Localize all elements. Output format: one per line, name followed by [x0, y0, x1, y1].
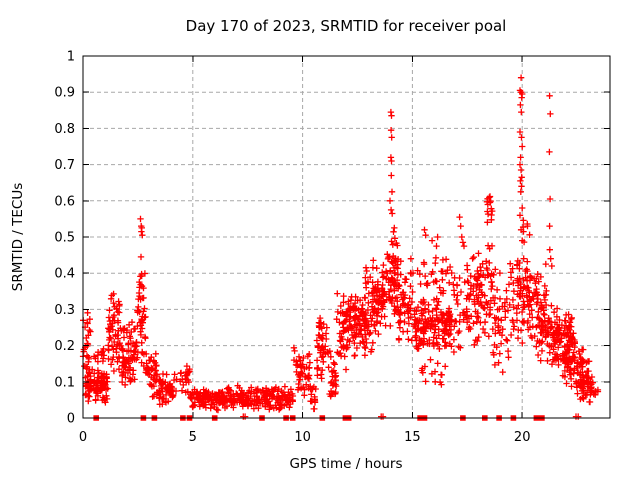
- y-tick-label: 0.3: [54, 303, 75, 318]
- y-tick-label: 0.4: [54, 267, 75, 282]
- x-tick-label: 0: [79, 430, 87, 445]
- y-tick-label: 0: [67, 412, 75, 427]
- y-tick-label: 0.5: [54, 231, 75, 246]
- y-tick-label: 0.6: [54, 194, 75, 209]
- x-tick-label: 20: [514, 430, 531, 445]
- grid-path: [83, 56, 610, 418]
- y-tick-label: 0.8: [54, 122, 75, 137]
- srmtid-points-path: [79, 74, 602, 420]
- x-tick-label: 15: [404, 430, 421, 445]
- plot-frame: [82, 55, 611, 419]
- y-tick-label: 0.2: [54, 339, 75, 354]
- x-tick-label: 5: [189, 430, 197, 445]
- y-tick-label: 0.1: [54, 375, 75, 390]
- tick-labels: 0 5 10 15 20 0 0.1 0.2 0.3 0.4 0.5 0.6 0.7 0.8 0.9 1: [54, 50, 530, 446]
- y-tick-label: 0.7: [54, 158, 75, 173]
- data-markers: [79, 74, 602, 421]
- x-axis-label: GPS time / hours: [289, 456, 402, 472]
- grid-lines: [83, 56, 610, 418]
- y-tick-label: 0.9: [54, 86, 75, 101]
- y-axis-label: SRMTID / TECUs: [10, 183, 26, 291]
- y-tick-label: 1: [67, 50, 75, 65]
- x-tick-label: 10: [294, 430, 311, 445]
- chart-title: Day 170 of 2023, SRMTID for receiver poa…: [186, 17, 507, 35]
- tick-marks: [82, 55, 610, 419]
